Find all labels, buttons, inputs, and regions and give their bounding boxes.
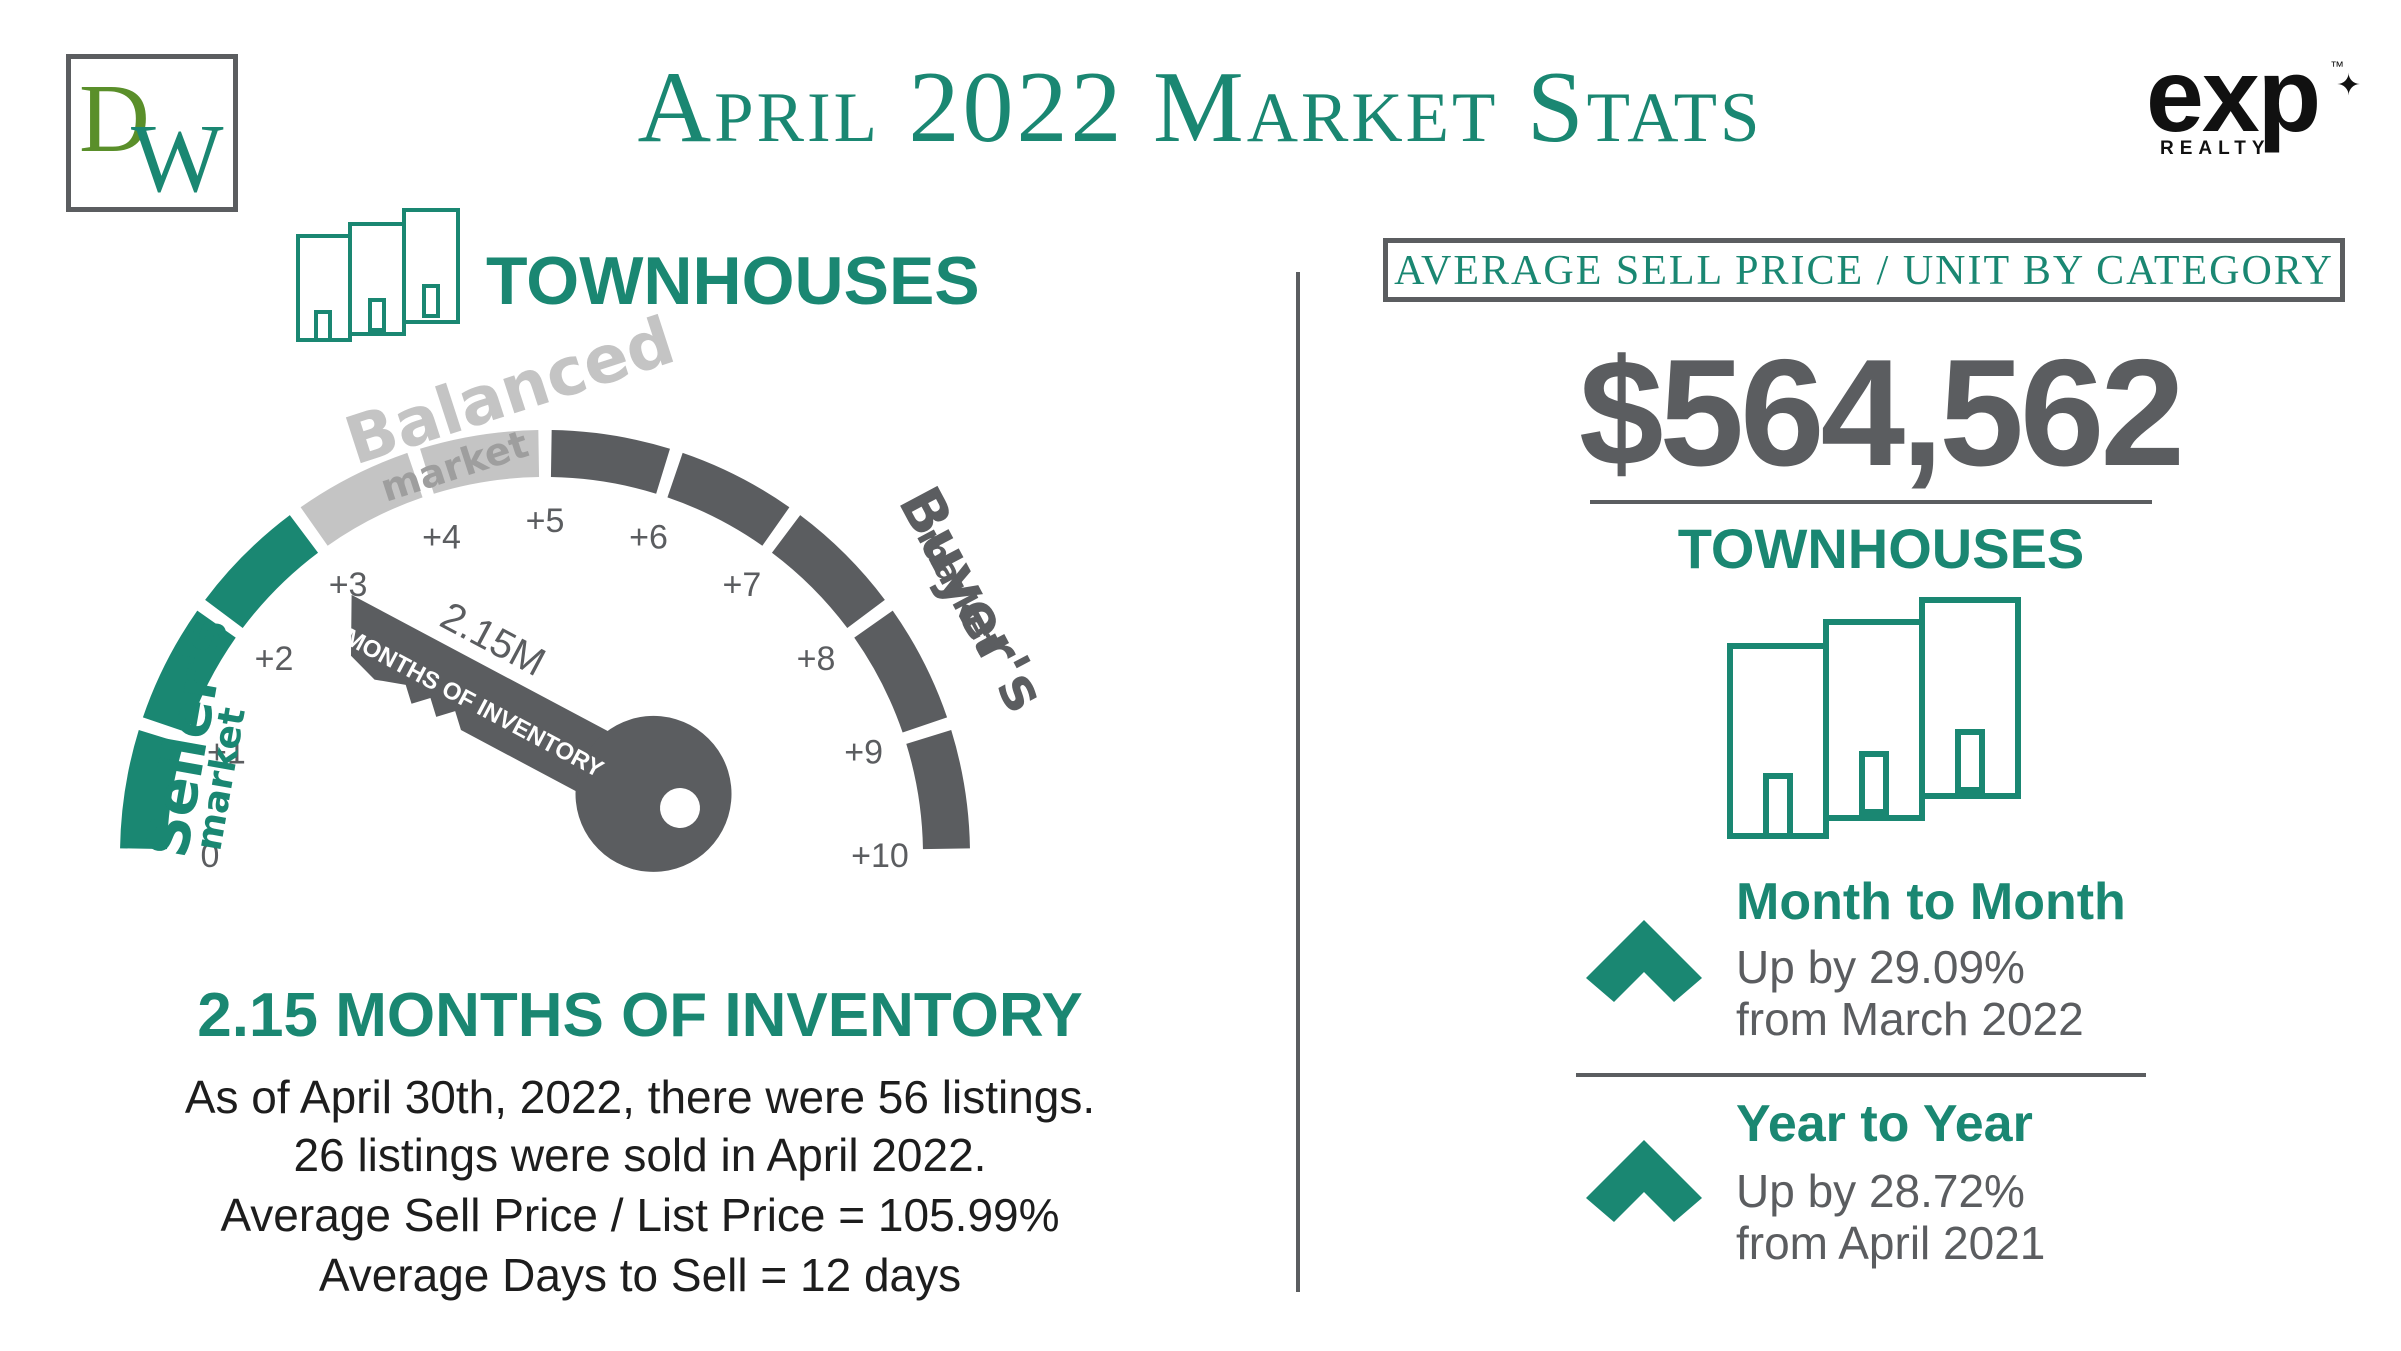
category-box: AVERAGE SELL PRICE / UNIT BY CATEGORY	[1383, 238, 2345, 302]
townhouse-icon	[296, 208, 460, 342]
gauge-segment	[854, 610, 948, 733]
gauge-segment	[667, 452, 790, 546]
gauge-tick-label: +3	[329, 566, 368, 604]
listings-line: As of April 30th, 2022, there were 56 li…	[184, 1071, 1096, 1123]
inventory-gauge: 0+1+2+3+4 +5 +6+7+8+9+10 Balanced market S…	[120, 302, 1060, 875]
logo-letter-d: D	[79, 65, 150, 173]
gauge-tick-label: +6	[629, 518, 668, 556]
year-to-year-title: Year to Year	[1736, 1095, 2033, 1153]
gauge-ticks: 0 +1 +2 +3 +4 +5 +6 +7 +8 +9 +10	[201, 502, 909, 875]
sold-line: 26 listings were sold in April 2022.	[293, 1129, 987, 1181]
gauge-tick-label: +2	[255, 640, 294, 678]
gauge-segment	[300, 452, 423, 546]
gauge-tick-label: +10	[851, 837, 909, 875]
logo-letter-w: W	[131, 105, 224, 213]
maple-leaf-icon: ✦	[2336, 69, 2362, 102]
change-divider	[1576, 1073, 2146, 1077]
gauge-segments	[120, 430, 970, 850]
gauge-segment	[771, 515, 885, 629]
average-price: $564,562	[1579, 328, 2185, 498]
dw-logo: D W	[66, 54, 238, 213]
inventory-heading: 2.15 MONTHS OF INVENTORY	[197, 981, 1083, 1050]
exp-trademark: ™	[2330, 58, 2344, 74]
year-up-arrow-icon	[1586, 1140, 1702, 1222]
gauge-tick-label: +8	[797, 640, 836, 678]
year-to-year-change: Up by 28.72%	[1736, 1165, 2025, 1217]
category-title-left: TOWNHOUSES	[486, 243, 980, 319]
sell-list-ratio-line: Average Sell Price / List Price = 105.99…	[220, 1189, 1060, 1241]
gauge-tick-label: +9	[844, 733, 883, 771]
townhouse-large-icon	[1727, 597, 2021, 839]
gauge-segment	[120, 730, 184, 850]
month-to-month-compare: from March 2022	[1736, 993, 2084, 1045]
key-pointer: 2.15M MONTHS OF INVENTORY	[340, 594, 732, 872]
gauge-tick-label: +4	[422, 518, 461, 556]
gauge-segment	[906, 730, 970, 850]
year-to-year-compare: from April 2021	[1736, 1217, 2046, 1269]
vertical-divider	[1296, 272, 1300, 1292]
month-to-month-title: Month to Month	[1736, 873, 2126, 931]
month-to-month-change: Up by 29.09%	[1736, 941, 2025, 993]
gauge-tick-label: +1	[207, 733, 246, 771]
category-title-right: TOWNHOUSES	[1677, 517, 2085, 580]
gauge-segment	[420, 430, 540, 494]
gauge-tick-label: +7	[723, 566, 762, 604]
page-title: April 2022 Market Stats	[637, 51, 1763, 164]
gauge-segment	[142, 610, 236, 733]
gauge-segment	[550, 430, 670, 494]
gauge-tick-label: 0	[201, 837, 220, 875]
gauge-tick-label: +5	[526, 502, 565, 540]
days-to-sell-line: Average Days to Sell = 12 days	[318, 1249, 962, 1301]
key-icon	[350, 594, 732, 872]
exp-logo-text: exp	[2146, 38, 2321, 154]
price-divider	[1590, 500, 2152, 504]
month-up-arrow-icon	[1586, 920, 1702, 1002]
exp-realty-label: REALTY	[2160, 138, 2271, 159]
gauge-segment	[205, 515, 319, 629]
